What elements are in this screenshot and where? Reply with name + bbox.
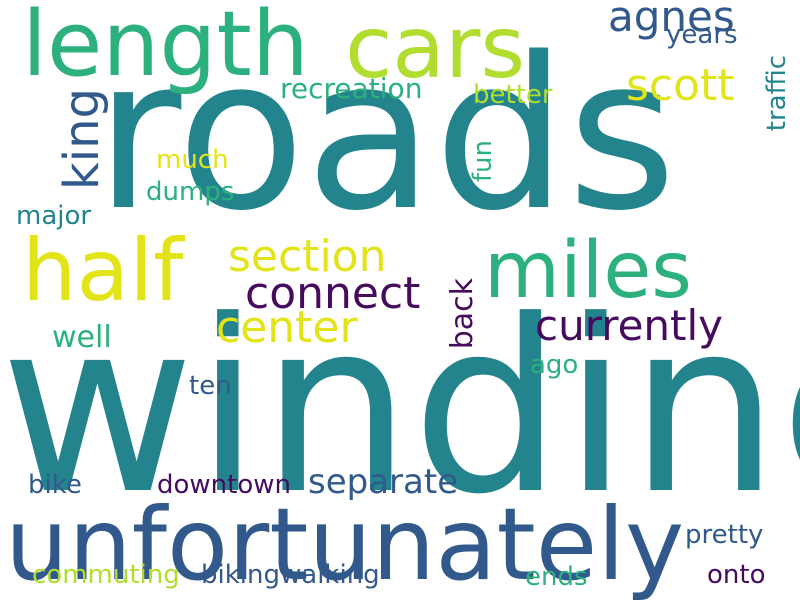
word-king: king: [54, 88, 110, 191]
word-dumps: dumps: [146, 177, 235, 207]
word-onto: onto: [707, 560, 766, 590]
word-ago: ago: [530, 350, 579, 380]
word-connect: connect: [245, 268, 421, 319]
word-major: major: [16, 201, 92, 231]
word-better: better: [473, 80, 553, 110]
word-ends: ends: [525, 562, 588, 592]
word-scott: scott: [626, 60, 735, 111]
word-center: center: [216, 302, 358, 353]
word-half: half: [22, 221, 184, 321]
word-back: back: [445, 278, 480, 350]
word-downtown: downtown: [157, 470, 291, 500]
word-fun: fun: [468, 140, 498, 183]
word-currently: currently: [535, 301, 724, 350]
word-pretty: pretty: [685, 520, 764, 550]
word-much: much: [156, 145, 229, 175]
word-roads: roads: [95, 12, 677, 257]
word-separate: separate: [308, 462, 459, 502]
word-unfortunately: unfortunately: [5, 486, 685, 600]
word-miles: miles: [484, 226, 692, 316]
word-bike: bike: [28, 470, 82, 500]
word-years: years: [666, 20, 738, 50]
word-recreation: recreation: [280, 72, 423, 105]
word-winding: winding: [0, 270, 800, 547]
word-length: length: [22, 0, 309, 97]
word-traffic: traffic: [762, 55, 792, 132]
word-cars: cars: [345, 0, 526, 98]
word-bikingwalking: bikingwalking: [201, 560, 380, 590]
word-well: well: [52, 320, 112, 355]
word-section: section: [228, 231, 387, 282]
word-agnes: agnes: [608, 0, 735, 41]
word-commuting: commuting: [32, 560, 180, 590]
word-ten: ten: [189, 371, 232, 401]
